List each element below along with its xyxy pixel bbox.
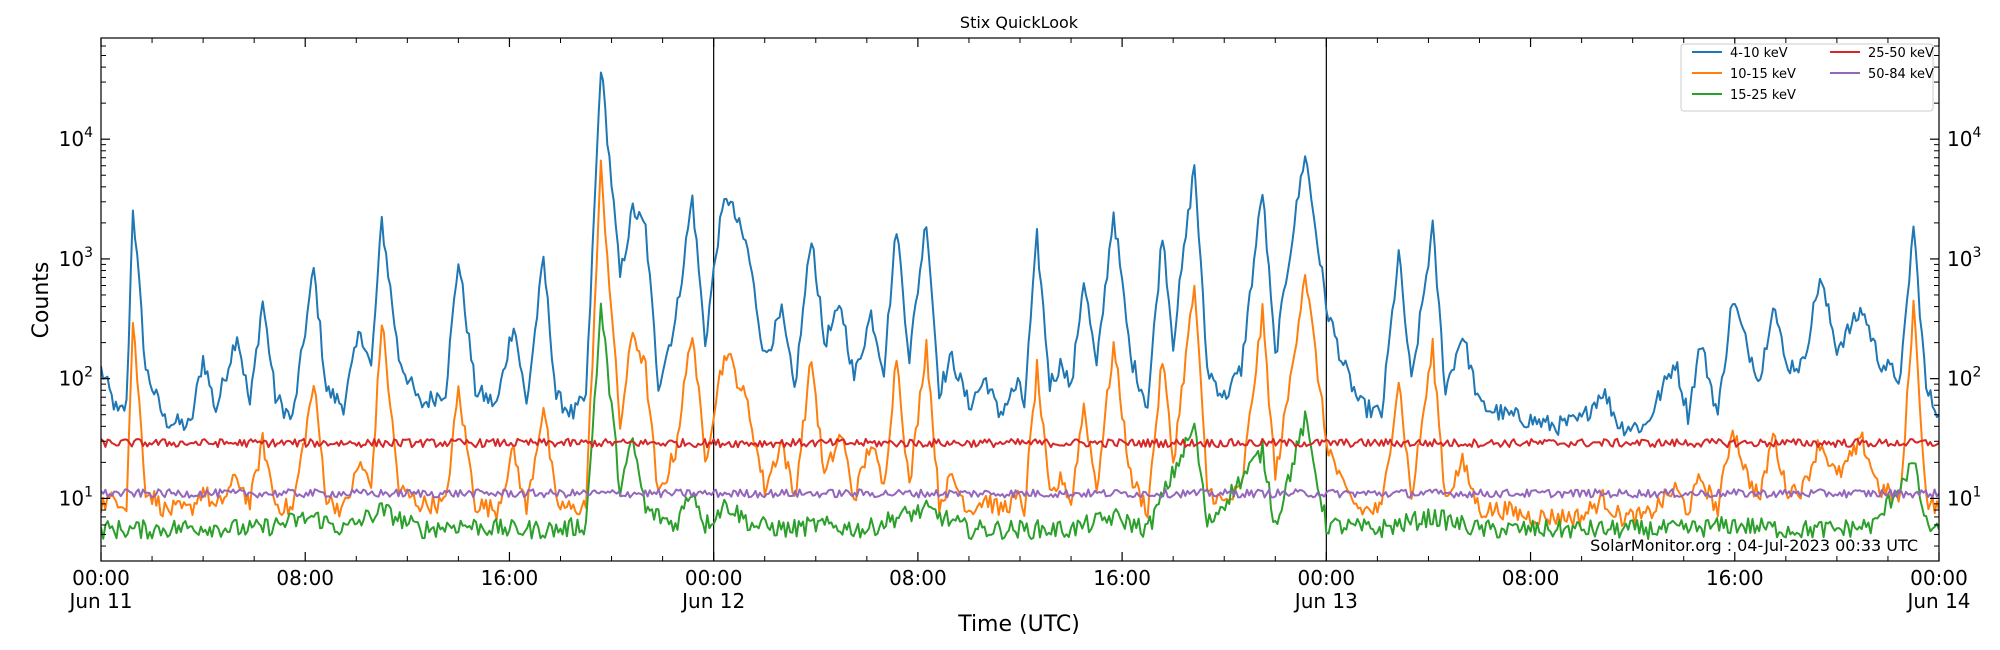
y-tick-label-right-2: 103 (1947, 245, 1981, 271)
series-line-0 (101, 71, 1939, 437)
x-tick-date-9: Jun 14 (1905, 589, 1970, 613)
legend-label-2: 15-25 keV (1730, 88, 1796, 103)
chart-title: Stix QuickLook (960, 13, 1079, 32)
x-tick-label-1: 08:00 (276, 566, 334, 590)
legend-label-1: 10-15 keV (1730, 67, 1796, 82)
legend-label-4: 50-84 keV (1868, 67, 1934, 82)
x-tick-date-0: Jun 11 (67, 589, 132, 613)
x-axis-label: Time (UTC) (957, 612, 1080, 637)
series-lines (101, 71, 1939, 540)
y-tick-label-right-0: 101 (1947, 484, 1981, 510)
x-tick-label-9: 00:00 (1910, 566, 1968, 590)
legend-box (1680, 43, 1934, 112)
plot-area (101, 38, 1939, 561)
y-tick-label-left-0: 101 (59, 484, 93, 510)
credit-annotation: SolarMonitor.org : 04-Jul-2023 00:33 UTC (1590, 536, 1918, 555)
x-tick-label-6: 00:00 (1298, 566, 1356, 590)
legend: 4-10 keV 10-15 keV 15-25 keV 25-50 keV 50-84… (1680, 43, 1934, 112)
y-tick-label-right-1: 102 (1947, 365, 1981, 391)
y-axis-label: Counts (29, 262, 54, 339)
y-tick-label-left-3: 104 (59, 125, 93, 151)
x-tick-date-6: Jun 13 (1293, 589, 1358, 613)
series-line-4 (101, 488, 1939, 499)
legend-label-0: 4-10 keV (1730, 46, 1788, 61)
x-tick-label-7: 08:00 (1502, 566, 1560, 590)
y-tick-label-left-2: 103 (59, 245, 93, 271)
x-tick-label-5: 16:00 (1093, 566, 1151, 590)
x-tick-label-0: 00:00 (72, 566, 130, 590)
x-tick-date-3: Jun 12 (680, 589, 745, 613)
y-tick-label-right-3: 104 (1947, 125, 1981, 151)
y-axis: 101 101 102 102 103 103 104 104 (59, 37, 1981, 562)
x-tick-label-8: 16:00 (1706, 566, 1764, 590)
series-line-2 (101, 302, 1939, 540)
x-tick-label-3: 00:00 (685, 566, 743, 590)
legend-label-3: 25-50 keV (1868, 46, 1934, 61)
x-tick-label-2: 16:00 (481, 566, 539, 590)
y-tick-label-left-1: 102 (59, 365, 93, 391)
x-tick-label-4: 08:00 (889, 566, 947, 590)
series-line-3 (101, 437, 1939, 449)
